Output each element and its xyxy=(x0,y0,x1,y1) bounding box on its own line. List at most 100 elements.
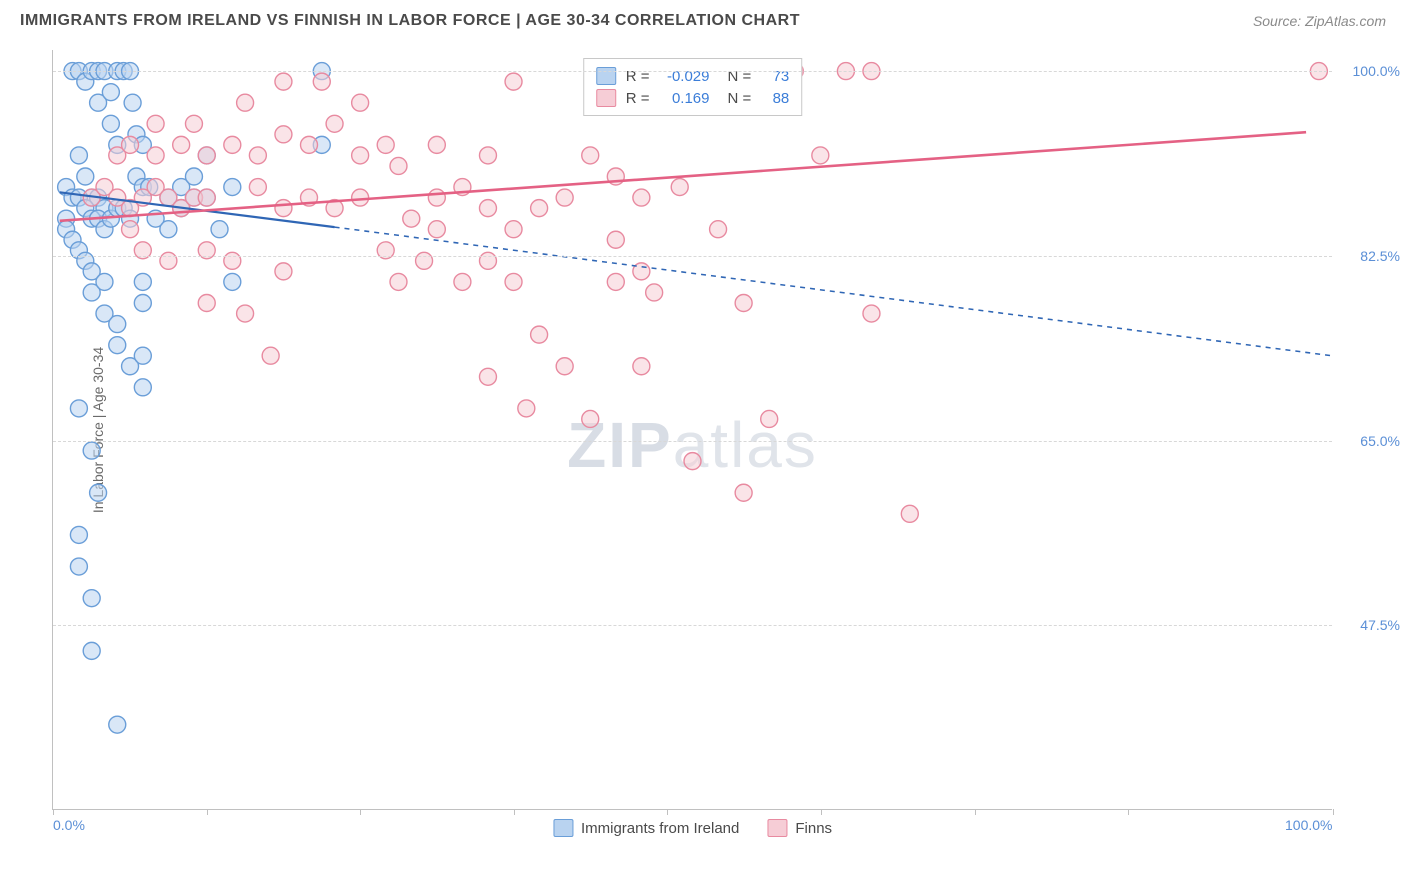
plot-area: In Labor Force | Age 30-34 ZIPatlas R =-… xyxy=(52,50,1332,810)
scatter-point xyxy=(275,73,292,90)
scatter-point xyxy=(211,221,228,238)
gridline xyxy=(53,625,1332,626)
legend-swatch xyxy=(767,819,787,837)
scatter-point xyxy=(556,189,573,206)
scatter-point xyxy=(134,295,151,312)
scatter-point xyxy=(390,273,407,290)
scatter-point xyxy=(454,273,471,290)
trend-line-extrapolated xyxy=(335,227,1332,356)
xtick-mark xyxy=(975,809,976,815)
scatter-point xyxy=(633,189,650,206)
scatter-point xyxy=(198,189,215,206)
scatter-point xyxy=(428,189,445,206)
legend-bottom: Immigrants from Ireland Finns xyxy=(553,819,832,837)
scatter-point xyxy=(198,147,215,164)
scatter-point xyxy=(735,295,752,312)
scatter-point xyxy=(505,73,522,90)
ytick-label: 82.5% xyxy=(1360,248,1400,264)
scatter-point xyxy=(390,157,407,174)
scatter-point xyxy=(109,316,126,333)
scatter-point xyxy=(275,200,292,217)
scatter-point xyxy=(134,347,151,364)
scatter-point xyxy=(735,484,752,501)
scatter-point xyxy=(607,273,624,290)
stats-n-value: 73 xyxy=(761,68,789,85)
scatter-point xyxy=(77,168,94,185)
xtick-label: 100.0% xyxy=(1285,817,1332,833)
legend-swatch xyxy=(596,67,616,85)
gridline xyxy=(53,71,1332,72)
scatter-point xyxy=(479,368,496,385)
gridline xyxy=(53,441,1332,442)
chart-title: IMMIGRANTS FROM IRELAND VS FINNISH IN LA… xyxy=(20,12,800,30)
ytick-label: 65.0% xyxy=(1360,433,1400,449)
xtick-mark xyxy=(1333,809,1334,815)
gridline xyxy=(53,256,1332,257)
scatter-point xyxy=(109,337,126,354)
scatter-point xyxy=(134,273,151,290)
stats-row: R = 0.169 N = 88 xyxy=(596,87,790,109)
scatter-point xyxy=(812,147,829,164)
scatter-point xyxy=(518,400,535,417)
scatter-point xyxy=(301,136,318,153)
scatter-point xyxy=(83,590,100,607)
stats-n-value: 88 xyxy=(761,90,789,107)
scatter-point xyxy=(352,94,369,111)
xtick-mark xyxy=(514,809,515,815)
legend-label: Immigrants from Ireland xyxy=(581,820,739,837)
legend-label: Finns xyxy=(795,820,832,837)
stats-r-label: R = xyxy=(626,90,650,107)
scatter-point xyxy=(901,505,918,522)
scatter-point xyxy=(185,168,202,185)
scatter-point xyxy=(556,358,573,375)
stats-r-value: 0.169 xyxy=(660,90,710,107)
chart-svg xyxy=(53,50,1332,809)
xtick-label: 0.0% xyxy=(53,817,85,833)
scatter-point xyxy=(147,147,164,164)
scatter-point xyxy=(403,210,420,227)
xtick-mark xyxy=(53,809,54,815)
xtick-mark xyxy=(821,809,822,815)
scatter-point xyxy=(70,558,87,575)
scatter-point xyxy=(224,136,241,153)
stats-row: R =-0.029N =73 xyxy=(596,65,790,87)
scatter-point xyxy=(160,221,177,238)
xtick-mark xyxy=(207,809,208,815)
scatter-point xyxy=(249,179,266,196)
scatter-point xyxy=(646,284,663,301)
scatter-point xyxy=(96,273,113,290)
scatter-point xyxy=(352,189,369,206)
ytick-label: 47.5% xyxy=(1360,617,1400,633)
scatter-point xyxy=(582,147,599,164)
stats-n-label: N = xyxy=(728,90,752,107)
scatter-point xyxy=(173,136,190,153)
scatter-point xyxy=(275,263,292,280)
chart-container: In Labor Force | Age 30-34 ZIPatlas R =-… xyxy=(52,50,1386,842)
scatter-point xyxy=(124,94,141,111)
stats-n-label: N = xyxy=(728,68,752,85)
scatter-point xyxy=(90,484,107,501)
source-label: Source: ZipAtlas.com xyxy=(1253,13,1386,29)
scatter-point xyxy=(428,136,445,153)
scatter-point xyxy=(377,136,394,153)
scatter-point xyxy=(237,94,254,111)
scatter-point xyxy=(237,305,254,322)
scatter-point xyxy=(224,273,241,290)
scatter-point xyxy=(531,326,548,343)
scatter-point xyxy=(479,200,496,217)
scatter-point xyxy=(761,410,778,427)
scatter-point xyxy=(70,526,87,543)
scatter-point xyxy=(102,115,119,132)
legend-swatch xyxy=(596,89,616,107)
scatter-point xyxy=(185,115,202,132)
legend-swatch xyxy=(553,819,573,837)
scatter-point xyxy=(198,295,215,312)
scatter-point xyxy=(224,179,241,196)
scatter-point xyxy=(505,273,522,290)
scatter-point xyxy=(122,136,139,153)
xtick-mark xyxy=(667,809,668,815)
scatter-point xyxy=(505,221,522,238)
scatter-point xyxy=(710,221,727,238)
scatter-point xyxy=(147,115,164,132)
scatter-point xyxy=(326,115,343,132)
